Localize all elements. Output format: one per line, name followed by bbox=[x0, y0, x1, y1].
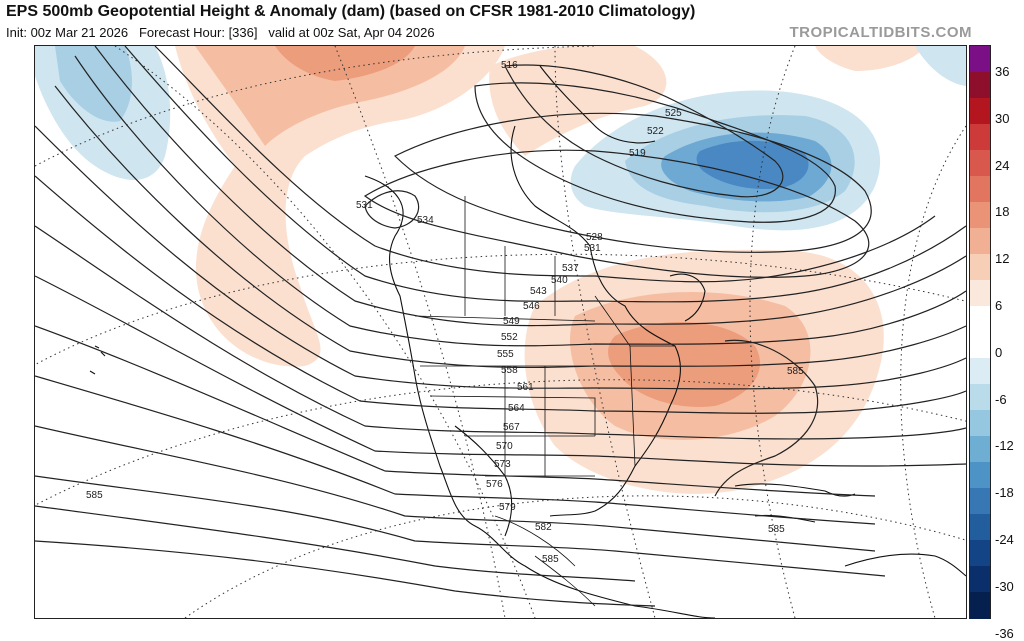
colorbar-segment bbox=[970, 462, 990, 489]
coastlines bbox=[89, 65, 966, 618]
colorbar-segment bbox=[970, 436, 990, 463]
map-panel: 516 519 522 525 528 531 531 534 537 540 … bbox=[34, 45, 967, 619]
colorbar-segment bbox=[970, 254, 990, 281]
contour-label-582: 582 bbox=[535, 522, 552, 533]
colorbar-segment bbox=[970, 332, 990, 359]
colorbar-segment bbox=[970, 202, 990, 229]
colorbar-segment bbox=[970, 514, 990, 541]
contour-label-516: 516 bbox=[501, 60, 518, 71]
contour-label-585-atlantic: 585 bbox=[787, 366, 804, 377]
colorbar-segment bbox=[970, 358, 990, 385]
colorbar-tick-label: -30 bbox=[995, 578, 1014, 594]
contour-label-585-south: 585 bbox=[542, 554, 559, 565]
contour-label-576: 576 bbox=[486, 479, 503, 490]
colorbar-segment bbox=[970, 566, 990, 593]
colorbar-tick-label: 12 bbox=[995, 251, 1010, 267]
political-borders bbox=[414, 196, 675, 607]
colorbar-segment bbox=[970, 540, 990, 567]
colorbar-segment bbox=[970, 488, 990, 515]
contour-label-522: 522 bbox=[647, 126, 664, 137]
contour-label-579: 579 bbox=[499, 502, 516, 513]
init-time: Init: 00z Mar 21 2026 bbox=[6, 25, 129, 40]
colorbar-tick-label: 6 bbox=[995, 298, 1003, 313]
contour-label-585-caribbean: 585 bbox=[768, 524, 785, 535]
anomaly-colorbar bbox=[969, 45, 991, 619]
chart-subtitle: Init: 00z Mar 21 2026 Forecast Hour: [33… bbox=[6, 25, 435, 40]
colorbar-segment bbox=[970, 592, 990, 619]
height-contours bbox=[35, 46, 966, 607]
colorbar-tick-label: -12 bbox=[995, 438, 1014, 454]
contour-label-543: 543 bbox=[530, 286, 547, 297]
contour-label-552: 552 bbox=[501, 332, 518, 343]
contour-label-537: 537 bbox=[562, 263, 579, 274]
contour-label-561: 561 bbox=[517, 382, 534, 393]
colorbar-tick-label: 36 bbox=[995, 64, 1010, 79]
contour-label-558: 558 bbox=[501, 365, 518, 376]
contour-label-540: 540 bbox=[551, 275, 568, 286]
contour-label-555: 555 bbox=[497, 349, 514, 360]
colorbar-tick-label: 0 bbox=[995, 344, 1003, 360]
contour-label-534: 534 bbox=[417, 215, 434, 226]
positive-anomaly-shading bbox=[175, 46, 925, 494]
colorbar-tick-label: 30 bbox=[995, 110, 1010, 126]
colorbar-segment bbox=[970, 306, 990, 333]
contour-label-567: 567 bbox=[503, 422, 520, 433]
contour-label-519: 519 bbox=[629, 148, 646, 159]
graticule bbox=[35, 46, 966, 618]
colorbar-tick-label: -18 bbox=[995, 485, 1014, 501]
contour-label-546: 546 bbox=[523, 301, 540, 312]
colorbar-tick-label: -36 bbox=[995, 625, 1014, 641]
colorbar-segment bbox=[970, 384, 990, 411]
contour-label-573: 573 bbox=[494, 459, 511, 470]
contour-labels: 516 519 522 525 528 531 531 534 537 540 … bbox=[86, 60, 804, 565]
contour-label-531-east: 531 bbox=[584, 243, 601, 254]
valid-time: valid at 00z Sat, Apr 04 2026 bbox=[268, 25, 435, 40]
contour-label-525: 525 bbox=[665, 108, 682, 119]
colorbar-tick-label: -24 bbox=[995, 532, 1014, 547]
site-credit: TROPICALTIDBITS.COM bbox=[789, 24, 972, 41]
contour-label-528: 528 bbox=[586, 232, 603, 243]
colorbar-segment bbox=[970, 280, 990, 307]
contour-label-585-west: 585 bbox=[86, 490, 103, 501]
contour-label-549: 549 bbox=[503, 316, 520, 327]
chart-title: EPS 500mb Geopotential Height & Anomaly … bbox=[6, 3, 696, 20]
contour-label-570: 570 bbox=[496, 441, 513, 452]
colorbar-segment bbox=[970, 410, 990, 437]
colorbar-segment bbox=[970, 124, 990, 151]
colorbar-segment bbox=[970, 176, 990, 203]
forecast-hour: Forecast Hour: [336] bbox=[138, 25, 258, 40]
colorbar-tick-label: -6 bbox=[995, 391, 1007, 407]
negative-anomaly-shading bbox=[35, 46, 966, 231]
colorbar-segment bbox=[970, 228, 990, 255]
colorbar-segment bbox=[970, 46, 990, 73]
colorbar-segment bbox=[970, 98, 990, 125]
colorbar-tick-label: 18 bbox=[995, 204, 1010, 220]
colorbar-segment bbox=[970, 72, 990, 99]
contour-label-531-west: 531 bbox=[356, 200, 373, 211]
colorbar-segment bbox=[970, 150, 990, 177]
contour-label-564: 564 bbox=[508, 403, 525, 414]
map-canvas: 516 519 522 525 528 531 531 534 537 540 … bbox=[35, 46, 966, 618]
colorbar-tick-label: 24 bbox=[995, 157, 1010, 173]
